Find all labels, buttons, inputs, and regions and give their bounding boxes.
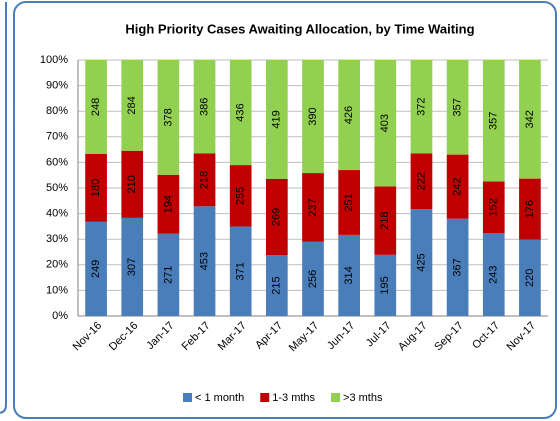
bar-segment <box>193 206 216 316</box>
data-label: 255 <box>235 187 247 205</box>
bar-segment <box>374 254 397 316</box>
bar-segment <box>446 60 469 155</box>
bar-segment <box>229 226 252 316</box>
bar-segment <box>157 233 180 316</box>
data-label: 357 <box>488 112 500 130</box>
bar-segment <box>157 60 180 175</box>
data-label: 242 <box>452 177 464 195</box>
y-tick-label: 60% <box>46 156 68 168</box>
neighbor-panel-edge <box>0 1 7 414</box>
data-label: 378 <box>162 108 174 126</box>
data-label: 390 <box>307 107 319 125</box>
data-label: 237 <box>307 198 319 216</box>
bar-segment <box>446 218 469 316</box>
data-label: 357 <box>452 98 464 116</box>
legend-swatch <box>260 393 270 402</box>
data-label: 453 <box>198 252 210 270</box>
bar-segment <box>157 174 180 234</box>
bar-segment <box>121 217 144 316</box>
data-label: 218 <box>379 211 391 229</box>
data-label: 256 <box>307 270 319 288</box>
data-label: 152 <box>488 198 500 216</box>
data-label: 367 <box>452 258 464 276</box>
bar-segment <box>229 165 252 227</box>
legend-label: >3 mths <box>343 392 383 404</box>
legend-swatch <box>183 393 192 402</box>
y-tick-label: 30% <box>46 233 68 245</box>
bar-segment <box>338 234 360 316</box>
bar-segment <box>302 173 324 242</box>
data-label: 403 <box>379 114 391 132</box>
bar-segment <box>519 239 541 316</box>
data-label: 218 <box>198 171 210 189</box>
bar-segment <box>446 154 469 219</box>
data-label: 176 <box>524 200 536 218</box>
data-label: 372 <box>415 98 427 116</box>
bar-segment <box>374 60 397 187</box>
bar-segment <box>482 233 505 316</box>
bar-segment <box>193 153 216 207</box>
data-label: 269 <box>271 208 283 226</box>
y-tick-label: 40% <box>46 208 68 220</box>
bar-segment <box>482 181 505 234</box>
bar-segment <box>193 60 216 154</box>
data-label: 222 <box>415 172 427 190</box>
bar-segment <box>519 178 541 240</box>
y-tick-label: 0% <box>52 310 68 322</box>
data-label: 307 <box>126 258 138 276</box>
data-label: 371 <box>235 262 247 280</box>
bar-segment <box>85 221 107 316</box>
data-label: 386 <box>198 98 210 116</box>
legend-swatch <box>331 393 341 402</box>
bar-segment <box>302 241 324 316</box>
bar-segment <box>121 60 144 151</box>
y-tick-label: 10% <box>46 284 68 296</box>
bar-segment <box>302 60 324 174</box>
data-label: 314 <box>343 266 355 284</box>
bar-segment <box>85 153 107 222</box>
bar-segment <box>338 60 360 171</box>
data-label: 342 <box>524 110 536 128</box>
bar-segment <box>410 209 433 316</box>
data-label: 419 <box>271 110 283 128</box>
bar-segment <box>410 60 433 154</box>
y-tick-label: 90% <box>46 80 68 92</box>
bar-segment <box>266 60 288 179</box>
data-label: 220 <box>524 269 536 287</box>
bar-segment <box>229 60 252 166</box>
data-label: 248 <box>90 98 102 116</box>
y-tick-label: 100% <box>40 54 68 66</box>
data-label: 195 <box>379 276 391 294</box>
bar-segment <box>410 153 433 210</box>
data-label: 425 <box>415 253 427 271</box>
data-label: 271 <box>162 266 174 284</box>
y-tick-label: 20% <box>46 259 68 271</box>
y-tick-label: 50% <box>46 182 68 194</box>
bar-segment <box>266 255 288 316</box>
legend-label: < 1 month <box>195 392 244 404</box>
chart-title: High Priority Cases Awaiting Allocation,… <box>125 21 474 36</box>
bar-segment <box>266 178 288 256</box>
bar-segment <box>85 60 107 154</box>
data-label: 180 <box>90 179 102 197</box>
y-tick-label: 70% <box>46 131 68 143</box>
data-label: 194 <box>162 195 174 213</box>
data-label: 426 <box>343 106 355 124</box>
data-label: 284 <box>126 96 138 114</box>
bar-segment <box>482 60 505 182</box>
data-label: 251 <box>343 193 355 211</box>
bar-segment <box>121 150 144 218</box>
bar-segment <box>374 186 397 255</box>
data-label: 215 <box>271 276 283 294</box>
y-tick-label: 80% <box>46 105 68 117</box>
data-label: 243 <box>488 265 500 283</box>
bar-segment <box>519 60 541 179</box>
data-label: 436 <box>235 103 247 121</box>
legend-label: 1-3 mths <box>272 392 315 404</box>
bar-segment <box>338 170 360 235</box>
data-label: 249 <box>90 260 102 278</box>
data-label: 210 <box>126 175 138 193</box>
